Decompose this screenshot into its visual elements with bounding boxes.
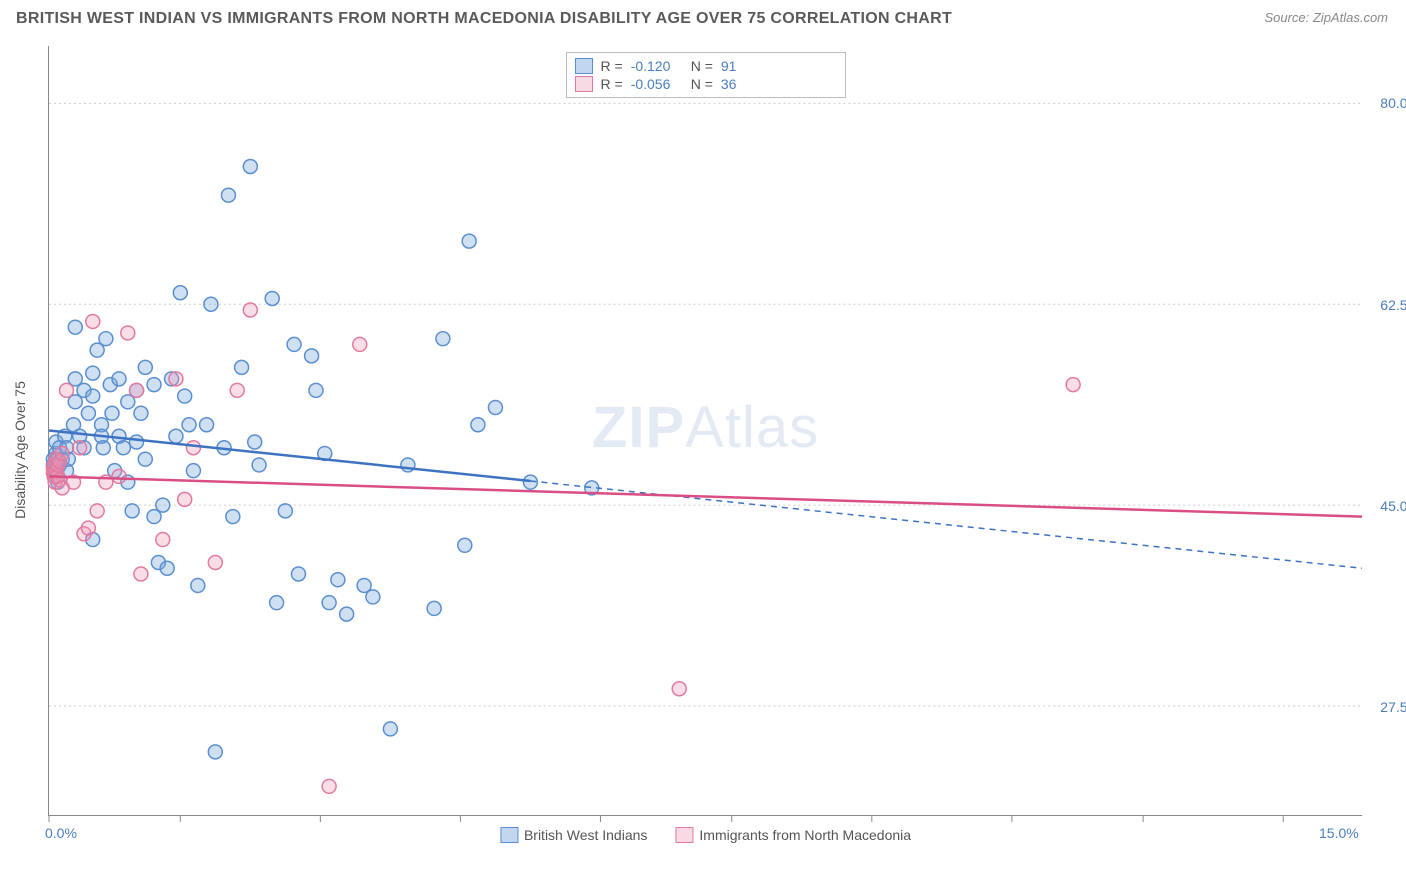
legend-item: Immigrants from North Macedonia xyxy=(675,827,911,843)
chart-title: BRITISH WEST INDIAN VS IMMIGRANTS FROM N… xyxy=(16,10,952,28)
y-axis-label: Disability Age Over 75 xyxy=(12,381,28,519)
legend-label: Immigrants from North Macedonia xyxy=(699,827,911,843)
legend-n-value: 36 xyxy=(721,76,773,92)
legend-n-value: 91 xyxy=(721,58,773,74)
source-label: Source: ZipAtlas.com xyxy=(1264,10,1388,25)
legend-r-value: -0.056 xyxy=(631,76,683,92)
correlation-legend: R = -0.120 N = 91 R = -0.056 N = 36 xyxy=(566,52,846,98)
legend-n-label: N = xyxy=(691,76,713,92)
legend-n-label: N = xyxy=(691,58,713,74)
legend-item: British West Indians xyxy=(500,827,647,843)
legend-r-label: R = xyxy=(601,76,623,92)
legend-r-value: -0.120 xyxy=(631,58,683,74)
legend-label: British West Indians xyxy=(524,827,647,843)
scatter-svg xyxy=(49,46,1362,815)
x-tick-label: 15.0% xyxy=(1319,825,1359,841)
plot-area: R = -0.120 N = 91 R = -0.056 N = 36 ZIPA… xyxy=(48,46,1362,816)
x-tick-label: 0.0% xyxy=(45,825,77,841)
chart-container: Disability Age Over 75 R = -0.120 N = 91… xyxy=(16,40,1390,860)
legend-swatch-blue xyxy=(500,827,518,843)
legend-row: R = -0.120 N = 91 xyxy=(575,57,837,75)
y-tick-label: 80.0% xyxy=(1380,95,1406,111)
legend-r-label: R = xyxy=(601,58,623,74)
legend-swatch-pink xyxy=(675,827,693,843)
legend-row: R = -0.056 N = 36 xyxy=(575,75,837,93)
legend-swatch-blue xyxy=(575,58,593,74)
series-legend: British West Indians Immigrants from Nor… xyxy=(500,827,911,843)
y-tick-label: 62.5% xyxy=(1380,297,1406,313)
y-tick-label: 45.0% xyxy=(1380,498,1406,514)
legend-swatch-pink xyxy=(575,76,593,92)
y-tick-label: 27.5% xyxy=(1380,699,1406,715)
